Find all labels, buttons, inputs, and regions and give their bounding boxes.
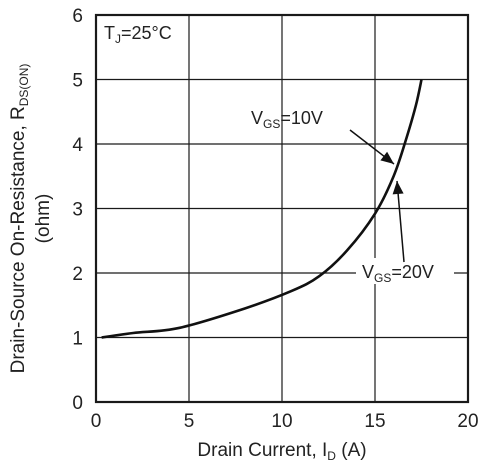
x-tick-labels: 0 5 10 15 20	[91, 411, 479, 432]
y-tick-label: 2	[72, 264, 83, 285]
plot-frame	[94, 13, 470, 404]
y-axis-unit: (ohm)	[33, 194, 54, 244]
x-tick-label: 20	[457, 411, 478, 432]
y-axis-title: Drain-Source On-Resistance, RDS(ON)	[8, 64, 31, 374]
x-tick-label: 5	[184, 411, 195, 432]
y-tick-label: 3	[72, 200, 83, 221]
y-tick-label: 6	[72, 6, 83, 27]
y-tick-labels: 0 1 2 3 4 5 6	[72, 6, 83, 414]
y-tick-label: 0	[72, 393, 83, 414]
vgs-20v-label: VGS=20V	[362, 262, 434, 285]
x-tick-label: 0	[91, 411, 102, 432]
y-tick-label: 4	[72, 135, 83, 156]
vgs-20v-label-background	[356, 258, 454, 284]
x-tick-label: 10	[271, 411, 292, 432]
y-tick-label: 5	[72, 71, 83, 92]
grid-lines	[96, 15, 468, 402]
rds-on-curve	[101, 79, 423, 339]
y-tick-label: 1	[72, 329, 83, 350]
vgs-20v-arrowhead	[392, 181, 404, 195]
junction-temperature-label: TJ=25°C	[104, 23, 172, 46]
vgs-10v-label: VGS=10V	[251, 108, 323, 131]
x-axis-title: Drain Current, ID (A)	[197, 440, 366, 463]
vgs-20v-arrow	[396, 180, 405, 263]
vgs-10v-arrowhead	[380, 151, 394, 164]
x-tick-label: 15	[364, 411, 385, 432]
